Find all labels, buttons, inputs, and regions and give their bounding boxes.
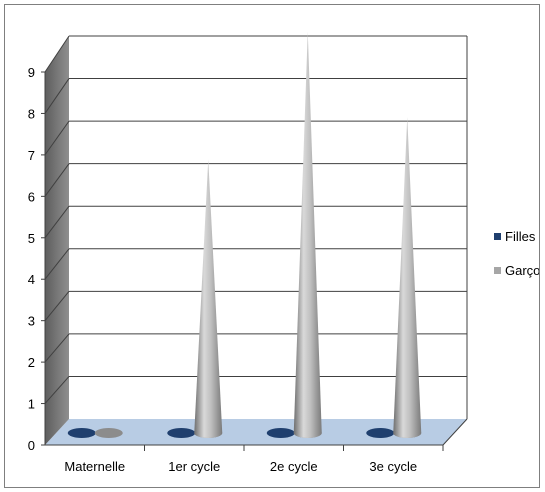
y-tick-label: 2 (28, 355, 35, 370)
cone-garcons (194, 159, 223, 438)
y-tick-label: 1 (28, 397, 35, 412)
gridline-side (44, 120, 70, 156)
chart-frame: 0 1 2 3 4 5 6 7 8 9 Maternelle 1er cycle 2e cycle 3e… (4, 4, 540, 488)
y-tick-label: 4 (28, 272, 35, 287)
floor (45, 419, 467, 445)
y-tick-label: 5 (28, 231, 35, 246)
gridline-side (44, 35, 70, 73)
category-label: 1er cycle (168, 459, 220, 474)
chart-plot: 0 1 2 3 4 5 6 7 8 9 Maternelle 1er cycle 2e cycle 3e… (28, 32, 539, 474)
gridline-side (44, 205, 70, 239)
cone-base-garcons (94, 428, 123, 438)
legend-swatch-garcons (494, 267, 501, 274)
mark-layer (67, 32, 422, 438)
cone-base-filles (67, 428, 96, 438)
y-tick-label: 9 (28, 65, 35, 80)
y-tick-label: 0 (28, 438, 35, 453)
cone-base-filles (266, 428, 295, 438)
gridline-side (44, 376, 70, 404)
y-tick-label: 8 (28, 106, 35, 121)
floor-edge (442, 418, 468, 446)
y-tick-label: 7 (28, 148, 35, 163)
legend-label-filles: Filles (505, 229, 536, 244)
axis-layer: 0 1 2 3 4 5 6 7 8 9 (28, 35, 468, 453)
legend: Filles Garçons (494, 229, 539, 278)
side-wall (45, 36, 69, 445)
gridline-side (44, 163, 70, 197)
cone-garcons (293, 32, 322, 438)
y-tick-label: 3 (28, 314, 35, 329)
category-labels: Maternelle 1er cycle 2e cycle 3e cycle (64, 459, 417, 474)
cone-base-filles (366, 428, 395, 438)
y-tick-label: 6 (28, 189, 35, 204)
legend-swatch-filles (494, 233, 501, 240)
gridline-side (44, 248, 70, 280)
cone-garcons (393, 117, 422, 438)
gridline-side (44, 78, 70, 114)
cone-base-filles (167, 428, 196, 438)
category-label: 3e cycle (369, 459, 417, 474)
legend-label-garcons: Garçons (505, 263, 539, 278)
category-label: Maternelle (64, 459, 125, 474)
gridline-side (44, 291, 70, 321)
gridline-side (44, 333, 70, 363)
category-label: 2e cycle (270, 459, 318, 474)
